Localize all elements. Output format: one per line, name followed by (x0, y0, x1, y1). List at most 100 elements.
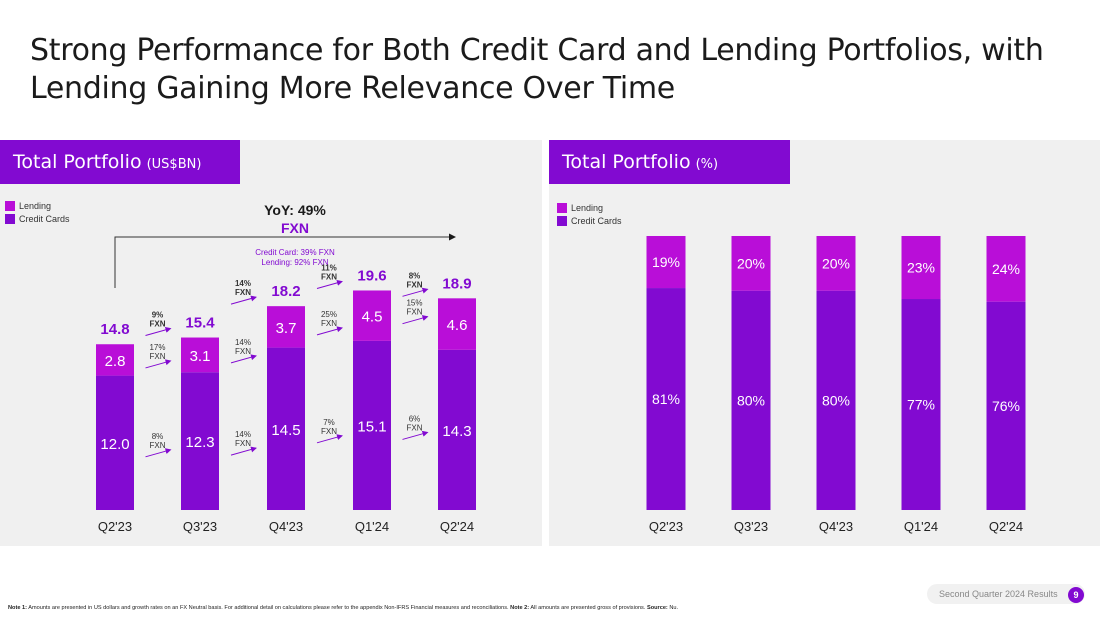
page-number: 9 (1068, 587, 1084, 603)
x-tick-label: Q2'23 (98, 519, 132, 534)
legend-label-credit-cards: Credit Cards (19, 213, 70, 224)
data-label-credit-cards-share: 76% (992, 398, 1020, 414)
page-title: Strong Performance for Both Credit Card … (30, 33, 1044, 106)
bar-lending-share (816, 236, 856, 291)
growth-label-credit-cards: 6% (409, 414, 421, 423)
note-2-text: All amounts are presented gross of provi… (529, 605, 647, 611)
data-label-total: 19.6 (357, 267, 386, 284)
bar-credit-cards (438, 349, 476, 510)
bar-credit-cards-share (646, 288, 686, 510)
bar-lending-share (646, 236, 686, 289)
bar-credit-cards-share (986, 301, 1026, 510)
growth-arrow-lending (145, 359, 172, 369)
data-label-lending-share: 24% (992, 261, 1020, 277)
bar-lending (181, 337, 219, 373)
data-label-lending-share: 19% (652, 254, 680, 270)
growth-label-lending: 15% (406, 299, 422, 308)
yoy-detail-lending: Lending: 92% FXN (261, 258, 328, 267)
bar-lending (267, 306, 305, 348)
growth-label-total: 14% (235, 279, 251, 288)
growth-arrow-lending (230, 354, 257, 364)
yoy-label: YoY: 49% (264, 202, 326, 218)
growth-unit-lending: FXN (235, 347, 251, 356)
yoy-detail-credit-card: Credit Card: 39% FXN (255, 248, 335, 257)
data-label-lending: 2.8 (105, 353, 126, 370)
data-label-credit-cards: 14.3 (442, 423, 471, 440)
growth-unit-credit-cards: FXN (235, 439, 251, 448)
legend-item-credit-cards: Credit Cards (557, 214, 622, 227)
data-label-lending: 3.1 (190, 348, 211, 365)
growth-arrow-lending (316, 326, 343, 336)
data-label-credit-cards-share: 80% (822, 392, 850, 408)
growth-label-credit-cards: 14% (235, 430, 251, 439)
data-label-lending: 3.7 (276, 320, 297, 337)
growth-arrow-lending (402, 315, 429, 325)
growth-unit-lending: FXN (150, 352, 166, 361)
growth-unit-lending: FXN (321, 319, 337, 328)
growth-unit-total: FXN (321, 272, 337, 281)
data-label-credit-cards-share: 80% (737, 392, 765, 408)
bar-credit-cards (96, 375, 134, 510)
data-label-total: 18.2 (271, 283, 300, 300)
legend-item-lending: Lending (5, 199, 70, 212)
x-tick-label: Q1'24 (355, 519, 389, 534)
left-panel-header-title: Total Portfolio (13, 151, 142, 173)
data-label-lending-share: 23% (907, 260, 935, 276)
legend-label-credit-cards: Credit Cards (571, 215, 622, 226)
bar-credit-cards (267, 347, 305, 510)
growth-label-lending: 25% (321, 310, 337, 319)
growth-label-total: 8% (409, 271, 421, 280)
growth-label-total: 9% (152, 311, 164, 320)
x-tick-label: Q3'23 (183, 519, 217, 534)
growth-arrow-credit-cards (316, 434, 343, 444)
x-tick-label: Q4'23 (819, 519, 853, 534)
growth-arrow-total (230, 295, 257, 305)
growth-label-credit-cards: 8% (152, 432, 164, 441)
right-panel-header-unit: (%) (695, 156, 719, 172)
right-legend: Lending Credit Cards (557, 201, 622, 227)
data-label-lending: 4.6 (447, 317, 468, 334)
footnote: Note 1: Amounts are presented in US doll… (8, 605, 1088, 611)
data-label-credit-cards-share: 77% (907, 397, 935, 413)
data-label-total: 15.4 (185, 315, 215, 332)
growth-unit-credit-cards: FXN (407, 423, 423, 432)
growth-arrow-credit-cards (402, 430, 429, 440)
data-label-credit-cards: 12.0 (100, 436, 129, 453)
growth-arrow-total (316, 279, 343, 289)
note-1-label: Note 1: (8, 605, 27, 611)
bar-lending (438, 298, 476, 350)
growth-unit-credit-cards: FXN (321, 427, 337, 436)
bar-credit-cards (353, 340, 391, 510)
bar-credit-cards-share (816, 290, 856, 510)
yoy-fxn: FXN (281, 220, 309, 236)
left-legend: Lending Credit Cards (5, 199, 70, 225)
legend-swatch-lending (5, 200, 15, 211)
left-panel-header: Total Portfolio (US$BN) (0, 140, 240, 184)
source-text: Nu. (667, 605, 679, 611)
growth-arrow-total (145, 326, 172, 337)
data-label-lending-share: 20% (822, 255, 850, 271)
bar-lending-share (731, 236, 771, 291)
bar-lending (96, 344, 134, 376)
data-label-credit-cards: 14.5 (271, 422, 300, 439)
right-panel-header: Total Portfolio (%) (549, 140, 790, 184)
bar-lending-share (901, 236, 941, 300)
x-tick-label: Q2'23 (649, 519, 683, 534)
x-tick-label: Q4'23 (269, 519, 303, 534)
data-label-credit-cards: 15.1 (357, 418, 386, 435)
growth-unit-lending: FXN (407, 308, 423, 317)
yoy-bracket (114, 233, 456, 288)
bar-credit-cards-share (731, 290, 771, 510)
note-2-label: Note 2: (510, 605, 530, 611)
bar-credit-cards (181, 372, 219, 510)
bar-lending-share (986, 236, 1026, 302)
growth-unit-credit-cards: FXN (150, 441, 166, 450)
data-label-total: 18.9 (442, 275, 471, 292)
data-label-credit-cards: 12.3 (185, 434, 214, 451)
source-label: Source: (646, 605, 668, 611)
bar-credit-cards-share (901, 299, 941, 510)
growth-label-lending: 17% (149, 343, 165, 352)
growth-label-total: 11% (321, 263, 337, 272)
legend-label-lending: Lending (571, 202, 604, 213)
